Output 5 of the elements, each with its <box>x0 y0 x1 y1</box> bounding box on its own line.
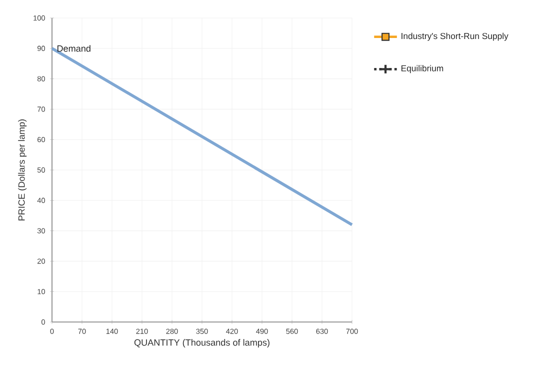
x-axis-title: QUANTITY (Thousands of lamps) <box>134 339 270 348</box>
legend-label: Industry's Short-Run Supply <box>402 32 508 41</box>
series-label: Demand <box>57 45 90 52</box>
legend-label: Equilibrium <box>401 65 444 74</box>
y-axis-title: PRICE (Dollars per lamp) <box>18 119 27 220</box>
